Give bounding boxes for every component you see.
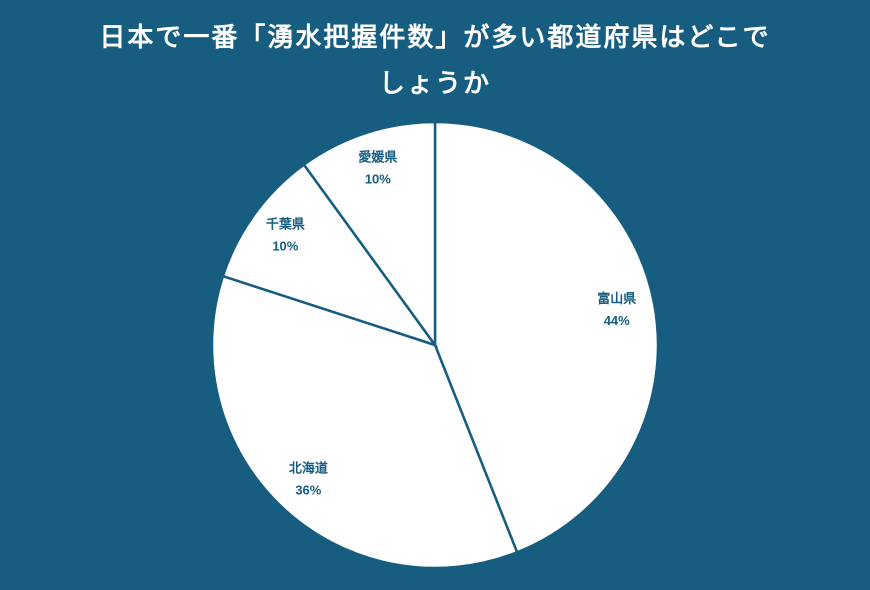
slice-label: 富山県 bbox=[597, 291, 636, 306]
slice-label: 千葉県 bbox=[266, 217, 305, 232]
pie-slice bbox=[221, 162, 439, 348]
slice-label: 北海道 bbox=[289, 460, 328, 475]
chart-title: 日本で一番「湧水把握件数」が多い都道府県はどこでしょうか bbox=[99, 22, 771, 98]
pie-slice bbox=[433, 120, 660, 554]
value-label: 10% bbox=[365, 171, 391, 186]
value-label: 44% bbox=[604, 313, 630, 328]
pie-slice bbox=[302, 120, 437, 349]
value-label: 36% bbox=[295, 482, 321, 497]
value-label: 10% bbox=[272, 239, 298, 254]
pie-slice bbox=[210, 274, 519, 570]
slice-label: 愛媛県 bbox=[358, 149, 397, 164]
